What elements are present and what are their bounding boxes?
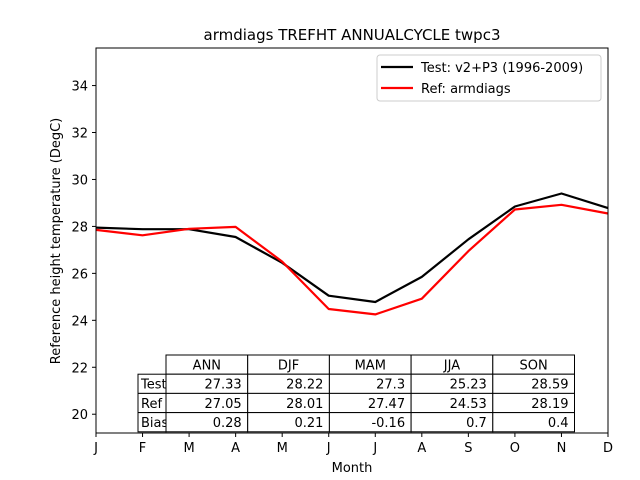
table-column-label: DJF: [278, 359, 299, 374]
table-cell-value: 27.47: [368, 397, 405, 412]
table-cell-value: 0.7: [466, 416, 487, 431]
stats-table: ANN DJF MAM JJA SON Test 27.33 28.22 27.3 25.23 28…: [137, 354, 575, 433]
table-row-label: Test: [140, 378, 167, 393]
series-line-ref: [95, 203, 609, 316]
y-axis-label: Reference height temperature (DegC): [49, 118, 64, 365]
x-tick-label: S: [464, 441, 472, 456]
legend-label: Ref: armdiags: [421, 82, 511, 97]
table-row-label: Ref: [141, 397, 162, 412]
table-column-label: MAM: [355, 359, 386, 374]
table-cell-value: 28.22: [286, 378, 323, 393]
x-tick-label: D: [603, 441, 613, 456]
table-column-label: SON: [520, 359, 548, 374]
y-tick-label: 24: [71, 314, 88, 329]
table-cell-value: 0.21: [294, 416, 323, 431]
x-tick-label: J: [372, 441, 377, 456]
series-line-test: [95, 192, 609, 304]
table-cell-value: 24.53: [450, 397, 487, 412]
table-cell-value: -0.16: [371, 416, 405, 431]
x-tick-label: A: [417, 441, 426, 456]
plot-content: [95, 192, 609, 316]
table-cell-value: 0.4: [548, 416, 569, 431]
table-cell-value: 27.05: [204, 397, 241, 412]
table-cell-value: 27.33: [204, 378, 241, 393]
table-cell-value: 27.3: [376, 378, 405, 393]
table-cell-value: 28.19: [531, 397, 568, 412]
table-cell-value: 28.59: [531, 378, 568, 393]
x-tick-label: F: [139, 441, 146, 456]
y-axis-ticks: 20 22 24 26 28 30 32 34: [71, 80, 96, 423]
table-cell-value: 0.28: [213, 416, 242, 431]
x-tick-label: M: [277, 441, 288, 456]
x-tick-label: J: [326, 441, 331, 456]
plot-frame: [95, 47, 609, 434]
y-tick-label: 32: [71, 127, 88, 142]
x-tick-label: O: [510, 441, 520, 456]
legend-label: Test: v2+P3 (1996-2009): [420, 61, 583, 76]
table-column-label: ANN: [193, 359, 221, 374]
legend: Test: v2+P3 (1996-2009) Ref: armdiags: [376, 54, 602, 102]
chart-title: armdiags TREFHT ANNUALCYCLE twpc3: [204, 26, 501, 44]
y-tick-label: 28: [71, 220, 88, 235]
legend-box: [376, 54, 602, 102]
y-tick-label: 34: [71, 80, 88, 95]
x-tick-label: A: [231, 441, 240, 456]
y-tick-label: 20: [71, 408, 88, 423]
table-column-label: JJA: [443, 359, 460, 374]
table-cell: [492, 412, 575, 433]
x-axis-label: Month: [332, 461, 373, 476]
x-tick-label: M: [183, 441, 194, 456]
x-tick-label: N: [557, 441, 567, 456]
table-row-label: Bias: [141, 416, 168, 431]
x-tick-label: J: [93, 441, 98, 456]
y-tick-label: 26: [71, 267, 88, 282]
table-cell-value: 25.23: [450, 378, 487, 393]
y-tick-label: 30: [71, 173, 88, 188]
table-cell-value: 28.01: [286, 397, 323, 412]
y-tick-label: 22: [71, 361, 88, 376]
